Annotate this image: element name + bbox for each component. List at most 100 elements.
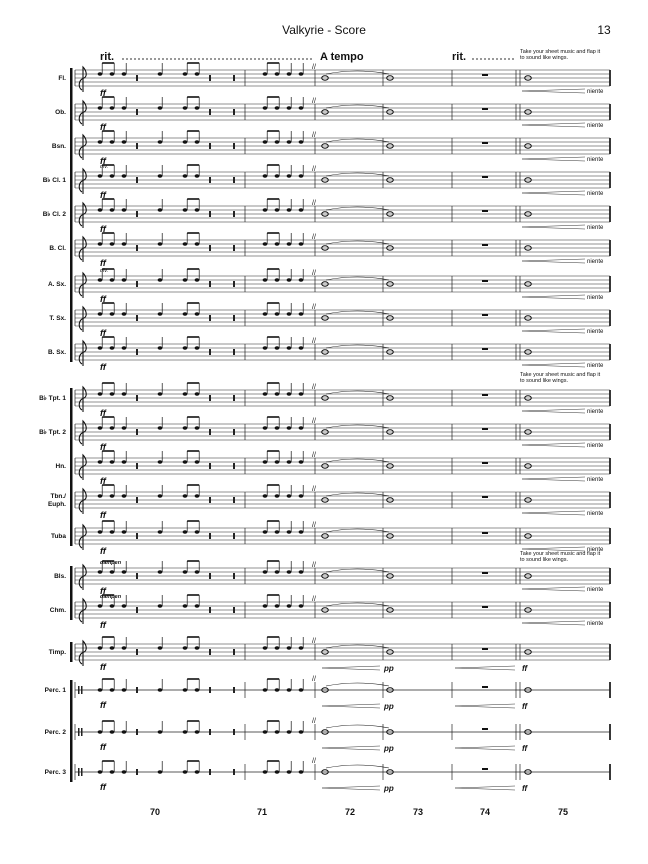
notehead — [298, 604, 304, 608]
rest — [233, 349, 235, 355]
notehead — [182, 460, 188, 464]
notehead — [157, 140, 163, 144]
rest — [233, 429, 235, 435]
whole-note — [386, 429, 394, 435]
rest — [233, 649, 235, 655]
notehead — [274, 72, 280, 76]
dynamic: ff — [100, 122, 107, 132]
measure-number: 71 — [257, 807, 267, 817]
notehead — [157, 646, 163, 650]
crescendo — [321, 745, 381, 751]
page-number: 13 — [597, 23, 611, 37]
notehead — [286, 604, 292, 608]
notehead — [194, 392, 200, 396]
notehead — [274, 278, 280, 282]
whole-note — [321, 177, 329, 183]
notehead — [262, 730, 268, 734]
whole-rest — [482, 210, 488, 212]
notehead — [121, 688, 127, 692]
whole-rest — [482, 394, 488, 396]
notehead — [274, 140, 280, 144]
notehead — [194, 174, 200, 178]
notehead — [274, 570, 280, 574]
notehead — [262, 312, 268, 316]
whole-note — [524, 245, 532, 251]
technique: dampen — [100, 560, 122, 566]
notehead — [262, 646, 268, 650]
notehead — [298, 392, 304, 396]
technique: div. — [100, 268, 108, 274]
break-mark: // — [312, 562, 316, 569]
whole-note — [321, 649, 329, 655]
notehead — [274, 392, 280, 396]
rest — [233, 729, 235, 735]
rest — [233, 281, 235, 287]
tie — [325, 70, 390, 75]
notehead — [97, 208, 103, 212]
notehead — [182, 530, 188, 534]
notehead — [157, 72, 163, 76]
decrescendo — [521, 122, 586, 128]
notehead — [182, 278, 188, 282]
notehead — [182, 208, 188, 212]
notehead — [262, 346, 268, 350]
notehead — [182, 346, 188, 350]
instrument-label: B♭ Cl. 2 — [43, 210, 67, 218]
whole-rest — [482, 108, 488, 110]
notehead — [157, 346, 163, 350]
tie — [325, 172, 390, 177]
dynamic: pp — [383, 744, 394, 753]
notehead — [121, 106, 127, 110]
notehead — [121, 278, 127, 282]
notehead — [194, 730, 200, 734]
notehead — [157, 730, 163, 734]
rest — [233, 177, 235, 183]
notehead — [109, 770, 115, 774]
notehead — [262, 72, 268, 76]
crescendo — [454, 785, 516, 791]
notehead — [121, 174, 127, 178]
measure-number: 70 — [150, 807, 160, 817]
rest — [233, 75, 235, 81]
notehead — [182, 72, 188, 76]
notehead — [97, 242, 103, 246]
end-text: niente — [587, 363, 604, 369]
dynamic: ff — [100, 88, 107, 98]
rest — [233, 245, 235, 251]
end-text: niente — [587, 329, 604, 335]
rest — [233, 533, 235, 539]
whole-note — [321, 607, 329, 613]
notehead — [262, 530, 268, 534]
notehead — [286, 392, 292, 396]
whole-note — [524, 75, 532, 81]
dynamic: ff — [522, 664, 529, 673]
whole-rest — [482, 348, 488, 350]
notehead — [286, 460, 292, 464]
whole-note — [321, 395, 329, 401]
whole-note — [524, 607, 532, 613]
rest — [209, 607, 211, 613]
dynamic: ff — [522, 702, 529, 711]
tie — [325, 138, 390, 143]
notehead — [121, 460, 127, 464]
notehead — [182, 604, 188, 608]
instrument-label: Timp. — [49, 649, 66, 656]
notehead — [182, 174, 188, 178]
whole-note — [524, 349, 532, 355]
notehead — [157, 392, 163, 396]
clef — [78, 201, 87, 228]
rest — [209, 177, 211, 183]
notehead — [109, 688, 115, 692]
notehead — [286, 346, 292, 350]
perc-clef — [81, 728, 83, 736]
rest — [209, 395, 211, 401]
break-mark: // — [312, 234, 316, 241]
bracket — [70, 566, 73, 620]
decrescendo — [521, 224, 586, 230]
notehead — [286, 278, 292, 282]
notehead — [97, 460, 103, 464]
notehead — [109, 174, 115, 178]
notehead — [121, 392, 127, 396]
notehead — [109, 312, 115, 316]
notehead — [157, 688, 163, 692]
